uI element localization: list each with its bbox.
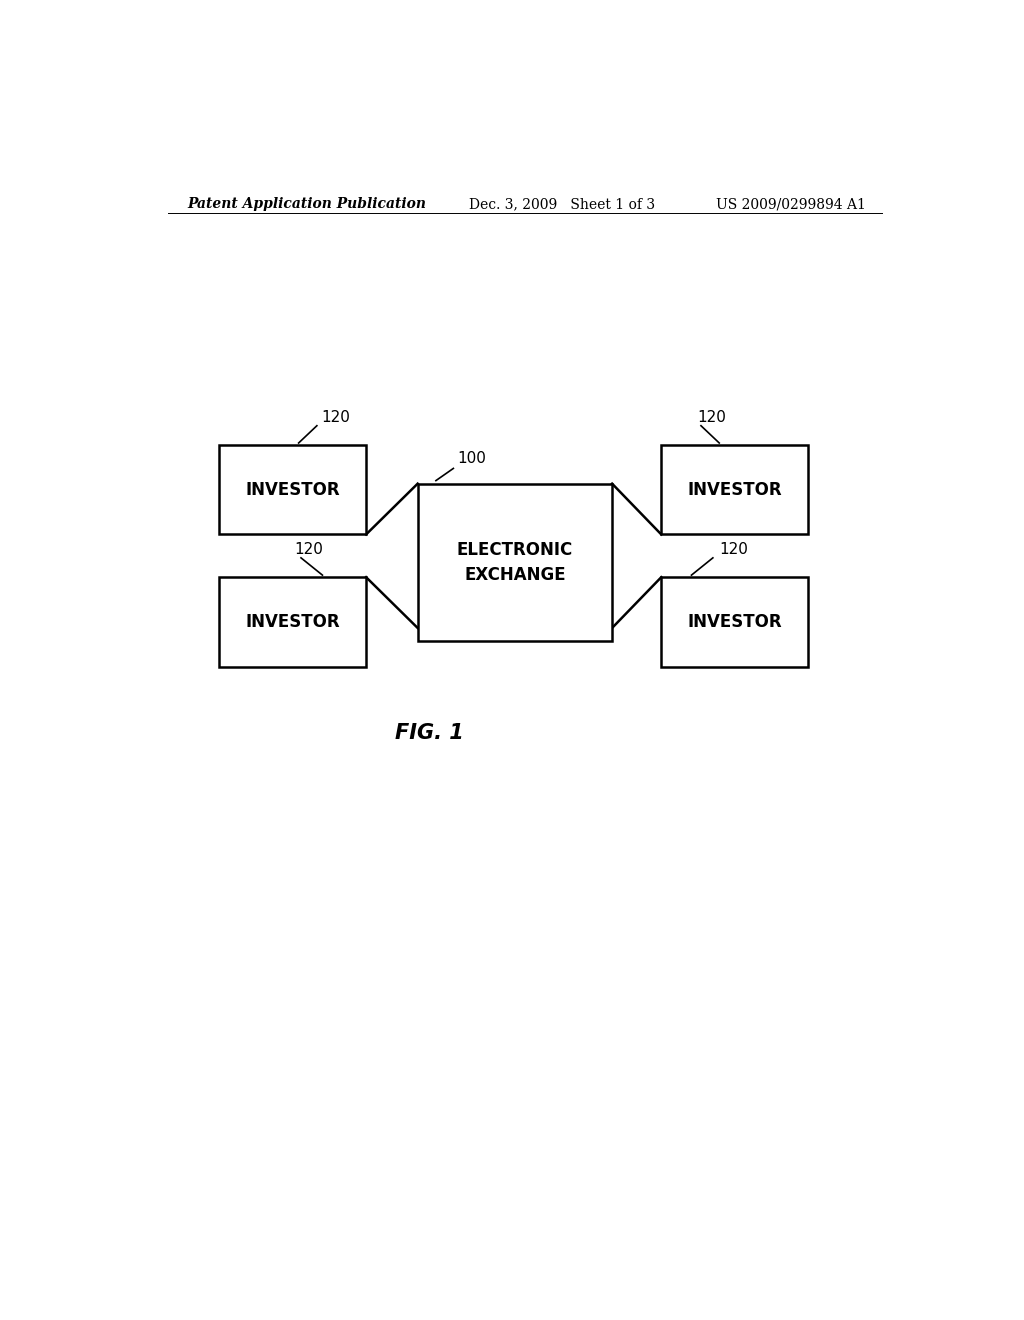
Text: Dec. 3, 2009   Sheet 1 of 3: Dec. 3, 2009 Sheet 1 of 3	[469, 197, 655, 211]
Text: 120: 120	[719, 543, 749, 557]
Text: Patent Application Publication: Patent Application Publication	[187, 197, 427, 211]
Text: 120: 120	[697, 411, 727, 425]
FancyBboxPatch shape	[219, 445, 367, 535]
Text: 100: 100	[458, 450, 486, 466]
Text: INVESTOR: INVESTOR	[246, 612, 340, 631]
Text: INVESTOR: INVESTOR	[687, 612, 782, 631]
FancyBboxPatch shape	[418, 483, 612, 642]
Text: FIG. 1: FIG. 1	[395, 722, 464, 743]
FancyBboxPatch shape	[662, 445, 808, 535]
Text: 120: 120	[295, 543, 324, 557]
FancyBboxPatch shape	[662, 577, 808, 667]
Text: ELECTRONIC
EXCHANGE: ELECTRONIC EXCHANGE	[457, 541, 573, 583]
FancyBboxPatch shape	[219, 577, 367, 667]
Text: INVESTOR: INVESTOR	[246, 480, 340, 499]
Text: INVESTOR: INVESTOR	[687, 480, 782, 499]
Text: US 2009/0299894 A1: US 2009/0299894 A1	[716, 197, 866, 211]
Text: 120: 120	[321, 411, 350, 425]
